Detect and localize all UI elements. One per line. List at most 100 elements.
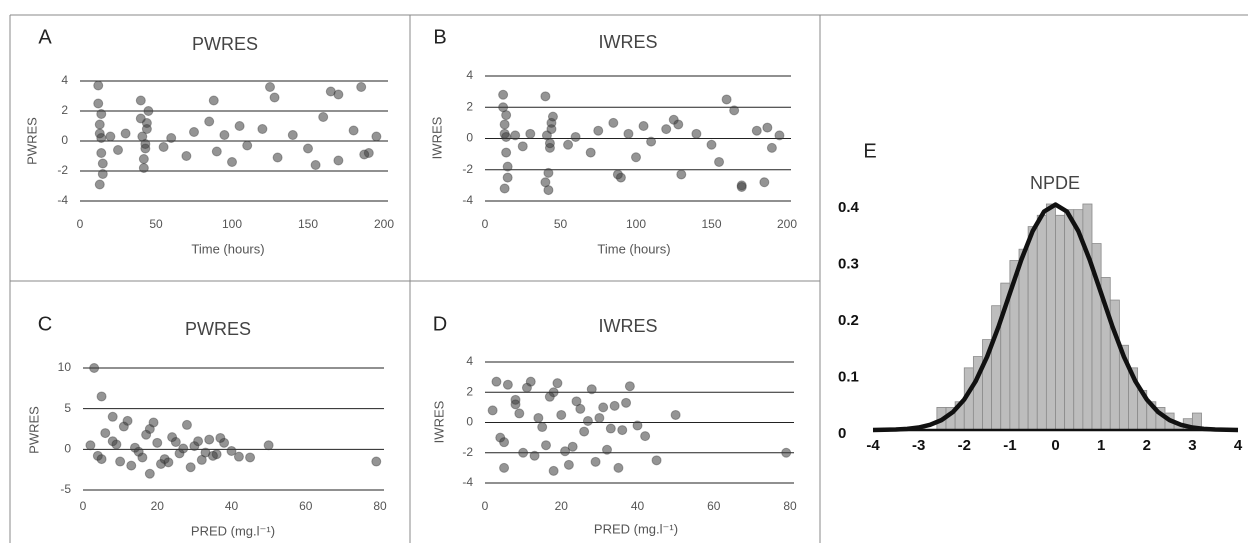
point bbox=[501, 147, 512, 158]
point bbox=[219, 130, 230, 140]
point bbox=[552, 378, 563, 389]
chart-title: PWRES bbox=[185, 319, 251, 339]
point bbox=[208, 95, 219, 106]
point bbox=[111, 439, 122, 450]
point bbox=[623, 128, 634, 139]
point bbox=[181, 151, 192, 161]
point bbox=[498, 89, 509, 100]
point bbox=[333, 155, 344, 166]
point bbox=[661, 124, 672, 135]
panel-letter: D bbox=[433, 313, 447, 335]
point bbox=[590, 456, 601, 467]
y-tick-label: -2 bbox=[57, 163, 68, 177]
point bbox=[97, 169, 108, 179]
point bbox=[556, 409, 567, 420]
point bbox=[621, 397, 632, 408]
point bbox=[185, 462, 196, 473]
x-tick-label: -4 bbox=[866, 437, 880, 454]
y-tick-label: 0 bbox=[61, 133, 68, 147]
point bbox=[269, 92, 280, 103]
point bbox=[631, 152, 641, 163]
point bbox=[546, 124, 557, 135]
point bbox=[333, 89, 344, 100]
bar bbox=[1045, 203, 1056, 431]
point bbox=[602, 444, 612, 455]
point bbox=[107, 411, 118, 422]
bar bbox=[1027, 226, 1038, 431]
point bbox=[585, 147, 596, 158]
point bbox=[617, 425, 628, 436]
point bbox=[204, 434, 215, 445]
point bbox=[547, 111, 558, 122]
point bbox=[594, 412, 605, 423]
y-axis-label: IWRES bbox=[429, 116, 444, 159]
point bbox=[126, 460, 137, 471]
point bbox=[544, 391, 555, 402]
point bbox=[563, 139, 574, 150]
point bbox=[514, 408, 525, 419]
point bbox=[97, 158, 108, 169]
panel-letter: A bbox=[38, 26, 52, 48]
point bbox=[529, 450, 540, 461]
point bbox=[144, 468, 155, 479]
point bbox=[96, 454, 107, 465]
point bbox=[204, 116, 215, 127]
point bbox=[140, 139, 151, 149]
point bbox=[263, 440, 274, 451]
point bbox=[612, 169, 623, 180]
point bbox=[502, 379, 513, 390]
bar bbox=[1018, 248, 1029, 431]
point bbox=[570, 131, 581, 142]
point bbox=[567, 441, 578, 452]
point bbox=[85, 440, 96, 451]
point bbox=[521, 382, 532, 393]
point bbox=[598, 402, 609, 413]
point bbox=[537, 422, 548, 433]
point bbox=[544, 138, 555, 149]
point bbox=[624, 381, 635, 392]
point bbox=[608, 117, 619, 128]
x-tick-label: 50 bbox=[149, 217, 163, 231]
x-tick-label: 80 bbox=[783, 499, 797, 513]
y-tick-label: 0.3 bbox=[838, 255, 859, 272]
x-tick-label: 200 bbox=[777, 217, 797, 231]
point bbox=[196, 454, 207, 465]
y-tick-label: 2 bbox=[61, 103, 68, 117]
x-tick-label: 1 bbox=[1097, 437, 1105, 454]
point bbox=[543, 167, 554, 178]
point bbox=[359, 149, 370, 160]
point bbox=[563, 459, 574, 470]
bar bbox=[1064, 209, 1075, 431]
y-axis-label: PWRES bbox=[26, 406, 41, 454]
point bbox=[318, 112, 329, 122]
x-tick-label: 80 bbox=[373, 499, 387, 513]
x-tick-label: 0 bbox=[77, 217, 84, 231]
point bbox=[548, 465, 559, 476]
point bbox=[133, 446, 144, 457]
point bbox=[502, 161, 513, 172]
point bbox=[691, 128, 702, 139]
point bbox=[242, 140, 253, 151]
y-tick-label: -4 bbox=[462, 193, 473, 207]
point bbox=[729, 105, 740, 116]
point bbox=[499, 183, 510, 194]
point bbox=[762, 122, 773, 133]
x-tick-label: 100 bbox=[626, 217, 646, 231]
point bbox=[774, 130, 785, 141]
point bbox=[163, 457, 174, 468]
y-tick-label: -2 bbox=[462, 445, 473, 459]
point bbox=[272, 152, 283, 163]
x-axis-label: PRED (mg.l⁻¹) bbox=[191, 523, 275, 538]
x-tick-label: -1 bbox=[1003, 437, 1016, 454]
point bbox=[356, 82, 367, 92]
y-tick-label: 4 bbox=[466, 68, 473, 82]
chart-title: PWRES bbox=[192, 34, 258, 54]
y-tick-label: 0.4 bbox=[838, 199, 860, 216]
point bbox=[510, 399, 521, 410]
point bbox=[502, 172, 513, 183]
bar bbox=[1036, 214, 1047, 431]
point bbox=[152, 437, 163, 448]
point bbox=[257, 124, 268, 134]
x-tick-label: 0 bbox=[482, 217, 489, 231]
x-tick-label: 0 bbox=[482, 499, 489, 513]
